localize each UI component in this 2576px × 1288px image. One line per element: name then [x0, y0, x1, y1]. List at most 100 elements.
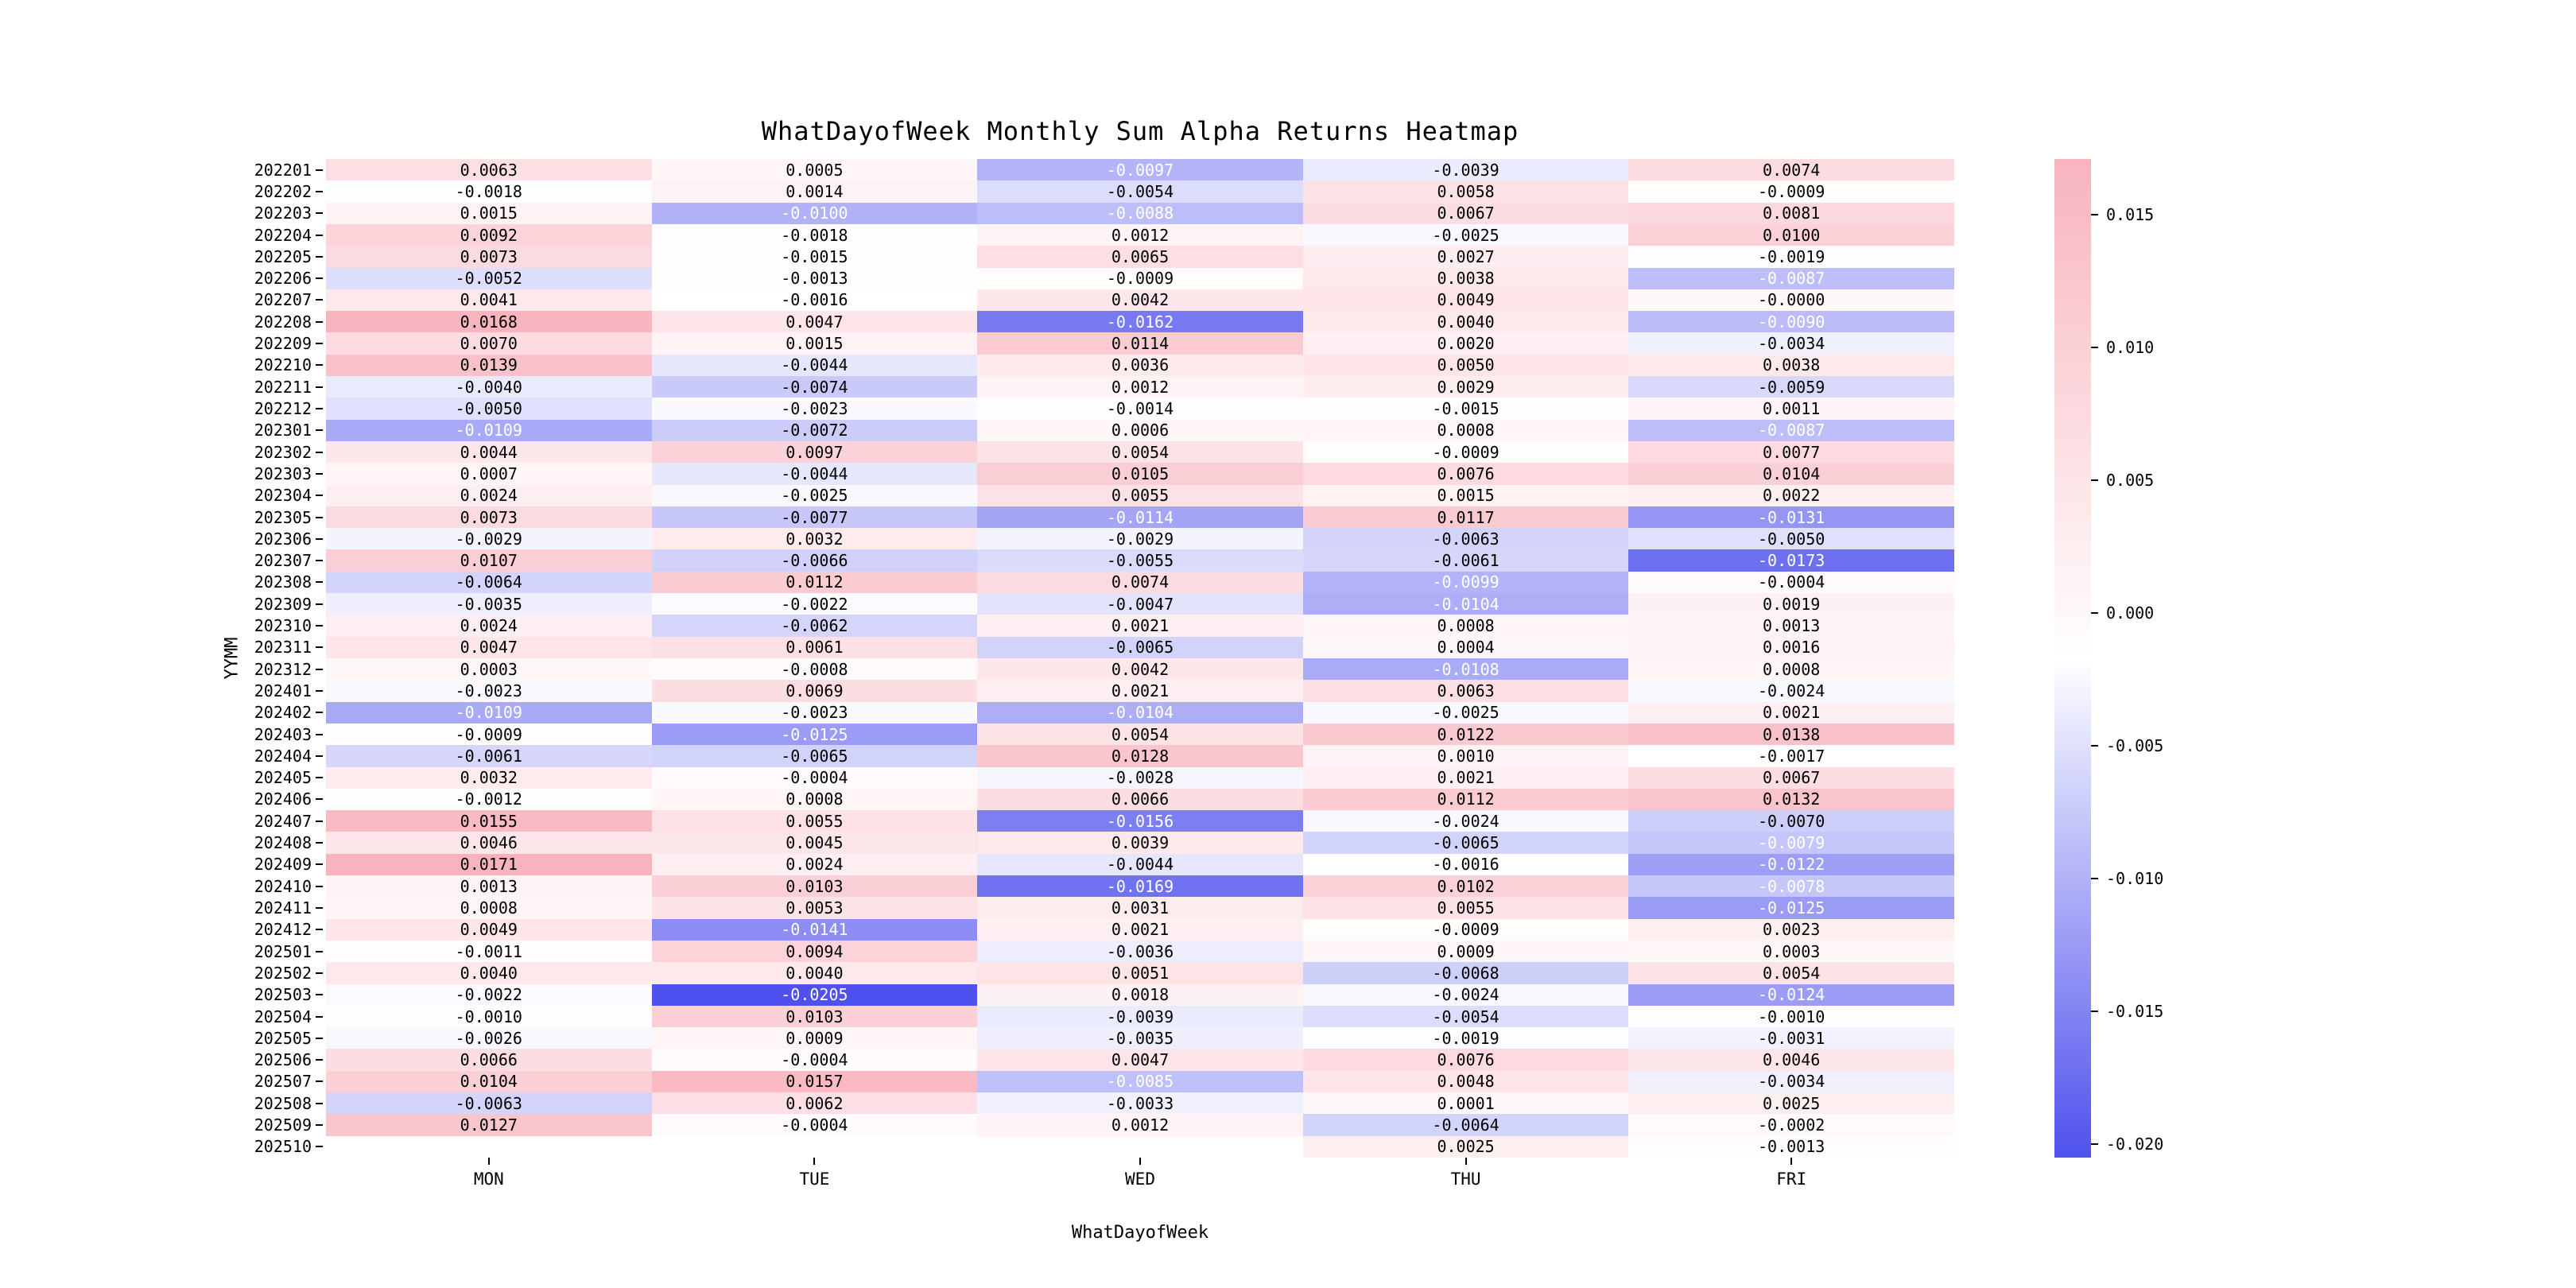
y-tick-label: 202502 — [254, 963, 312, 983]
colorbar-tick-mark — [2091, 878, 2098, 880]
y-tick-mark — [316, 668, 323, 670]
heatmap-row: 202407 0.0155 0.0055 -0.0156 -0.0024 -0.0070 — [254, 810, 1954, 832]
heatmap-row: 202409 0.0171 0.0024 -0.0044 -0.0016 -0.0122 — [254, 853, 1954, 876]
y-tick-label: 202501 — [254, 941, 312, 961]
heatmap-cell: -0.0010 — [326, 1005, 652, 1028]
heatmap-cell: -0.0064 — [1302, 1114, 1629, 1136]
colorbar-tick: -0.005 — [2091, 738, 2163, 754]
colorbar-tick: 0.000 — [2091, 605, 2154, 621]
y-tick-label: 202404 — [254, 746, 312, 766]
heatmap-cell: -0.0104 — [1302, 593, 1629, 615]
x-tick-label: WED — [1125, 1170, 1155, 1189]
heatmap-cell — [977, 1135, 1303, 1158]
x-tick: THU — [1451, 1158, 1481, 1188]
heatmap-row: 202205 0.0073 -0.0015 0.0065 0.0027 -0.0019 — [254, 246, 1954, 268]
heatmap-cell: -0.0022 — [326, 983, 652, 1006]
heatmap-cell: 0.0067 — [1302, 202, 1629, 224]
heatmap-cell: -0.0104 — [977, 701, 1303, 724]
y-tick-label: 202406 — [254, 789, 312, 809]
colorbar-tick-mark — [2091, 745, 2098, 747]
heatmap-cell: 0.0038 — [1302, 267, 1629, 289]
y-tick-label: 202204 — [254, 225, 312, 245]
heatmap-cell: 0.0042 — [977, 289, 1303, 312]
heatmap-cell: -0.0039 — [977, 1005, 1303, 1028]
y-tick-label: 202408 — [254, 833, 312, 853]
heatmap-cell: -0.0063 — [326, 1092, 652, 1115]
colorbar-tick-mark — [2091, 1143, 2098, 1146]
heatmap-row: 202501 -0.0011 0.0094 -0.0036 0.0009 0.0003 — [254, 940, 1954, 963]
heatmap-cell: -0.0017 — [1628, 745, 1954, 767]
y-tick-mark — [316, 733, 323, 735]
heatmap-cell: 0.0114 — [977, 332, 1303, 355]
heatmap-cell: 0.0073 — [326, 246, 652, 268]
y-tick-mark — [316, 755, 323, 757]
y-tick-mark — [316, 495, 323, 497]
x-tick-mark — [1790, 1158, 1793, 1165]
heatmap-cell: -0.0131 — [1628, 506, 1954, 529]
heatmap-row: 202302 0.0044 0.0097 0.0054 -0.0009 0.0077 — [254, 440, 1954, 464]
y-tick-label: 202201 — [254, 160, 312, 180]
y-tick-mark — [316, 994, 323, 996]
heatmap-cell: -0.0028 — [977, 766, 1303, 789]
heatmap-cell: -0.0055 — [977, 549, 1303, 572]
heatmap-cell: -0.0004 — [651, 1049, 978, 1071]
heatmap-cell: -0.0009 — [1302, 440, 1629, 464]
heatmap-cell: -0.0026 — [326, 1027, 652, 1049]
heatmap-cell: -0.0036 — [977, 940, 1303, 963]
heatmap-cell: 0.0008 — [1628, 658, 1954, 681]
heatmap-row: 202403 -0.0009 -0.0125 0.0054 0.0122 0.0138 — [254, 723, 1954, 746]
heatmap-row: 202312 0.0003 -0.0008 0.0042 -0.0108 0.0008 — [254, 658, 1954, 681]
heatmap-row: 202408 0.0046 0.0045 0.0039 -0.0065 -0.0079 — [254, 832, 1954, 854]
heatmap-cell: -0.0050 — [326, 398, 652, 420]
heatmap-cell: -0.0109 — [326, 701, 652, 724]
heatmap-cell: 0.0004 — [1302, 636, 1629, 658]
heatmap-cell: 0.0012 — [977, 223, 1303, 246]
heatmap-cell: 0.0066 — [977, 788, 1303, 811]
heatmap-row: 202402 -0.0109 -0.0023 -0.0104 -0.0025 0.0021 — [254, 701, 1954, 724]
heatmap-row: 202502 0.0040 0.0040 0.0051 -0.0068 0.0054 — [254, 962, 1954, 984]
heatmap-row: 202202 -0.0018 0.0014 -0.0054 0.0058 -0.0009 — [254, 180, 1954, 203]
y-tick-label: 202510 — [254, 1137, 312, 1157]
heatmap-row: 202405 0.0032 -0.0004 -0.0028 0.0021 0.0067 — [254, 766, 1954, 789]
y-tick-mark — [316, 972, 323, 974]
heatmap-cell: -0.0065 — [1302, 832, 1629, 854]
heatmap-cell: -0.0008 — [651, 658, 978, 681]
x-tick-label: MON — [473, 1170, 504, 1189]
heatmap-cell: 0.0067 — [1628, 766, 1954, 789]
x-tick-label: TUE — [799, 1170, 830, 1189]
heatmap-cell: -0.0024 — [1302, 983, 1629, 1006]
heatmap-cell: 0.0008 — [651, 788, 978, 811]
heatmap-cell: 0.0013 — [1628, 615, 1954, 637]
y-tick-mark — [316, 407, 323, 409]
y-tick-mark — [316, 429, 323, 432]
heatmap-cell: 0.0112 — [1302, 788, 1629, 811]
x-tick-mark — [1465, 1158, 1467, 1165]
y-tick-mark — [316, 842, 323, 844]
heatmap-cell: 0.0045 — [651, 832, 978, 854]
heatmap-row: 202507 0.0104 0.0157 -0.0085 0.0048 -0.0034 — [254, 1070, 1954, 1093]
y-tick-mark — [316, 386, 323, 388]
heatmap-cell: 0.0047 — [326, 636, 652, 658]
heatmap-cell: 0.0003 — [326, 658, 652, 681]
heatmap-cell: -0.0099 — [1302, 571, 1629, 594]
heatmap-cell: 0.0021 — [977, 615, 1303, 637]
heatmap-row: 202311 0.0047 0.0061 -0.0065 0.0004 0.0016 — [254, 636, 1954, 658]
x-tick: FRI — [1776, 1158, 1806, 1188]
y-tick-label: 202310 — [254, 616, 312, 636]
heatmap-cell: 0.0076 — [1302, 463, 1629, 485]
heatmap-row: 202204 0.0092 -0.0018 0.0012 -0.0025 0.0100 — [254, 223, 1954, 246]
y-tick-label: 202301 — [254, 421, 312, 440]
heatmap-cell: -0.0087 — [1628, 267, 1954, 289]
colorbar-tick-label: -0.020 — [2106, 1135, 2164, 1154]
colorbar-tick-mark — [2091, 1011, 2098, 1013]
y-tick-mark — [316, 625, 323, 627]
colorbar-ticks: 0.015 0.010 0.005 0.000 -0.005 -0.010 -0.015 -0… — [2091, 159, 2218, 1158]
y-tick-label: 202202 — [254, 181, 312, 201]
heatmap-cell: 0.0023 — [1628, 918, 1954, 941]
x-tick: TUE — [799, 1158, 829, 1188]
heatmap-cell: 0.0112 — [651, 571, 978, 594]
y-tick-mark — [316, 255, 323, 258]
heatmap-cell: -0.0050 — [1628, 528, 1954, 550]
y-tick-mark — [316, 1102, 323, 1104]
